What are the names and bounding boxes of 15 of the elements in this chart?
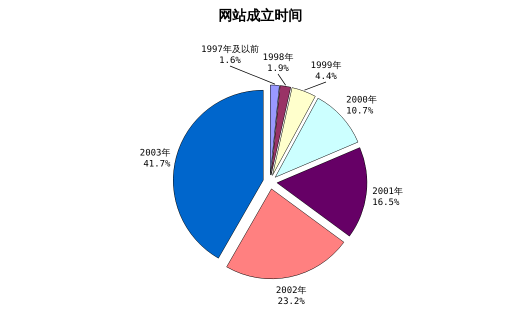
slice-label: 2001年	[372, 186, 403, 197]
slice-label: 2002年	[276, 284, 307, 296]
data-label: 1.6%	[219, 56, 242, 66]
slice-label: 1999年	[310, 60, 342, 71]
data-label: 41.7%	[143, 159, 172, 170]
slice-label: 1998年	[262, 52, 294, 63]
slice-label: 2000年	[346, 94, 377, 106]
chart-title: 网站成立时间	[218, 7, 302, 24]
data-label: 16.5%	[372, 198, 400, 208]
slice-label: 2003年	[140, 147, 170, 158]
data-label: 10.7%	[346, 106, 374, 117]
data-label: 1.9%	[267, 64, 290, 74]
data-label: 23.2%	[278, 296, 306, 307]
slice-label: 1997年及以前	[201, 44, 259, 55]
data-label: 4.4%	[315, 72, 338, 82]
